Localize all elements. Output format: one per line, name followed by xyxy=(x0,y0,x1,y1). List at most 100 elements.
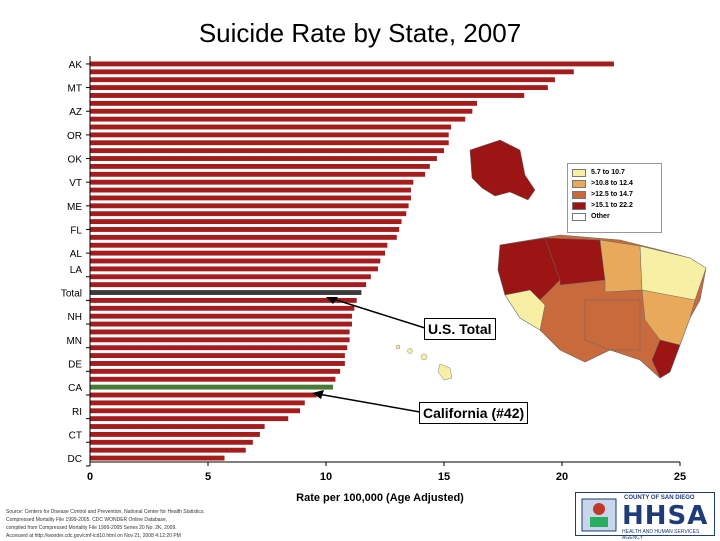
bar xyxy=(90,337,350,343)
bar xyxy=(90,431,260,437)
bar xyxy=(90,368,341,374)
category-label: MT xyxy=(68,84,82,95)
bar xyxy=(90,132,449,138)
legend-entry: 5.7 to 10.7 xyxy=(572,167,657,178)
bar xyxy=(90,297,357,303)
bar xyxy=(90,361,345,366)
category-label: CT xyxy=(69,430,82,441)
bar xyxy=(90,392,317,398)
legend: 5.7 to 10.7 >10.8 to 12.4 >12.5 to 14.7 >15… xyxy=(567,163,662,233)
bar xyxy=(90,416,289,422)
legend-entry: Other xyxy=(572,211,657,222)
category-label: NH xyxy=(68,312,82,323)
category-label: OK xyxy=(68,155,83,166)
category-label: RI xyxy=(72,407,82,418)
category-label: LA xyxy=(70,265,83,276)
bar xyxy=(90,77,555,83)
source-citation: Source: Centers for Disease Control and … xyxy=(6,508,276,540)
bar xyxy=(90,447,246,453)
bar xyxy=(90,195,411,201)
bar xyxy=(90,455,225,461)
bar xyxy=(90,424,265,429)
x-tick-label: 10 xyxy=(320,471,332,483)
bar xyxy=(90,219,402,225)
bar xyxy=(90,100,478,106)
category-label: AK xyxy=(69,60,83,71)
legend-entry: >12.5 to 14.7 xyxy=(572,189,657,200)
bar xyxy=(90,258,381,264)
bar xyxy=(90,179,414,185)
bar xyxy=(90,313,352,319)
bar xyxy=(90,211,407,217)
category-label: CA xyxy=(68,383,82,394)
hhsa-logo: COUNTY OF SAN DIEGO HHSA HEALTH AND HUMA… xyxy=(575,492,715,541)
bar xyxy=(90,376,336,382)
bar xyxy=(90,305,355,311)
bar xyxy=(90,156,437,161)
logo-name: HHSA xyxy=(622,501,709,531)
bar xyxy=(90,148,444,154)
legend-swatch xyxy=(572,212,586,221)
category-label: VT xyxy=(69,178,82,189)
california-arrow xyxy=(317,393,421,413)
legend-entry: >10.8 to 12.4 xyxy=(572,178,657,189)
bar xyxy=(90,266,378,272)
california-callout: California (#42) xyxy=(419,402,529,424)
category-label: OR xyxy=(67,131,82,142)
chart-title: Suicide Rate by State, 2007 xyxy=(198,18,522,48)
bar xyxy=(90,69,574,75)
bar xyxy=(90,439,253,445)
bar xyxy=(90,108,473,114)
bar xyxy=(90,329,350,335)
legend-label: >15.1 to 22.2 xyxy=(591,202,633,209)
legend-label: Other xyxy=(591,213,610,220)
x-tick-label: 15 xyxy=(438,471,450,483)
bar xyxy=(90,124,452,130)
bar xyxy=(90,61,614,67)
x-tick-label: 25 xyxy=(674,471,686,483)
logo-subtitle: HEALTH AND HUMAN SERVICES AGENCY xyxy=(622,529,700,541)
category-label: Total xyxy=(61,289,82,300)
bar xyxy=(90,234,397,240)
category-label: FL xyxy=(70,225,82,236)
legend-label: >12.5 to 14.7 xyxy=(591,191,633,198)
bar xyxy=(90,321,352,327)
bar xyxy=(90,250,385,256)
bar xyxy=(90,408,301,414)
logo-county: COUNTY OF SAN DIEGO xyxy=(624,495,695,501)
bar xyxy=(90,242,388,248)
bar xyxy=(90,290,362,295)
source-line: Accessed at http://wonder.cdc.gov/cmf-ic… xyxy=(6,533,181,539)
bar xyxy=(90,85,548,91)
bar xyxy=(90,93,525,98)
legend-swatch xyxy=(572,179,586,188)
legend-label: >10.8 to 12.4 xyxy=(591,180,633,187)
bar xyxy=(90,282,367,288)
source-line: compiled from Compressed Mortality File … xyxy=(6,525,177,531)
category-label: ME xyxy=(67,202,82,213)
bar xyxy=(90,171,426,177)
bar xyxy=(90,345,348,351)
legend-label: 5.7 to 10.7 xyxy=(591,169,625,176)
legend-entry: >15.1 to 22.2 xyxy=(572,200,657,211)
category-label: DC xyxy=(68,454,82,465)
bar xyxy=(90,203,409,209)
x-tick-label: 0 xyxy=(87,471,93,483)
bar xyxy=(90,400,305,406)
bar xyxy=(90,163,430,169)
legend-swatch xyxy=(572,190,586,199)
us-map-icon xyxy=(395,139,707,381)
x-tick-label: 20 xyxy=(556,471,568,483)
x-tick-label: 5 xyxy=(205,471,211,483)
x-axis-label: Rate per 100,000 (Age Adjusted) xyxy=(296,492,464,504)
legend-swatch xyxy=(572,168,586,177)
us-total-arrow xyxy=(329,297,426,329)
source-line: Source: Centers for Disease Control and … xyxy=(6,509,205,515)
bar xyxy=(90,274,371,280)
category-label: AZ xyxy=(69,107,82,118)
source-line: Compressed Mortality File 1999-2005. CDC… xyxy=(6,517,168,523)
legend-swatch xyxy=(572,201,586,210)
category-label: MN xyxy=(66,336,82,347)
category-label: DE xyxy=(68,359,82,370)
